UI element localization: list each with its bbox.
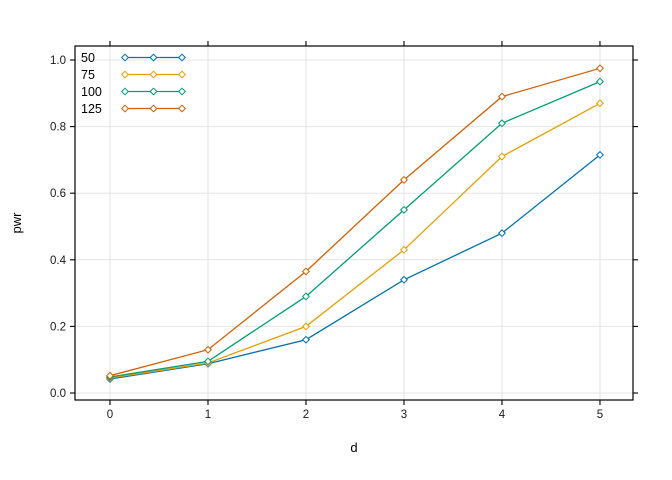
data-point-marker-100 — [203, 357, 212, 366]
x-tick-label: 2 — [303, 409, 309, 421]
data-point-marker-125 — [301, 267, 310, 276]
data-point-marker-100 — [497, 119, 506, 128]
data-point-marker-100 — [399, 205, 408, 214]
legend-marker-100 — [120, 87, 130, 96]
legend-marker-125 — [177, 104, 187, 113]
series-line-75 — [109, 102, 601, 379]
y-tick-label: 0.0 — [50, 388, 66, 400]
data-point-marker-100 — [595, 77, 604, 86]
y-tick-label: 0.6 — [50, 188, 66, 200]
data-point-marker-50 — [301, 335, 310, 344]
y-tick-label: 0.4 — [50, 255, 67, 267]
x-axis-title: d — [350, 440, 358, 455]
legend-label-75: 75 — [81, 68, 95, 82]
y-tick-label: 0.2 — [50, 321, 66, 333]
legend-marker-50 — [177, 53, 187, 62]
plot-border — [74, 45, 634, 401]
legend-marker-100 — [177, 87, 187, 96]
legend-marker-75 — [149, 70, 158, 79]
data-point-marker-50 — [595, 150, 604, 159]
y-axis-title: pwr — [9, 212, 24, 234]
legend-marker-125 — [120, 104, 130, 113]
x-tick-label: 5 — [597, 409, 603, 421]
series-line-125 — [109, 67, 601, 377]
legend-marker-50 — [120, 53, 130, 62]
y-tick-label: 1.0 — [50, 55, 66, 67]
x-tick-label: 0 — [107, 409, 113, 421]
x-tick-label: 3 — [401, 409, 407, 421]
data-point-marker-75 — [301, 322, 310, 331]
legend-marker-50 — [149, 53, 158, 62]
series-line-100 — [109, 81, 601, 378]
data-point-marker-125 — [399, 175, 408, 184]
series-line-50 — [109, 154, 601, 380]
legend-marker-75 — [177, 70, 187, 79]
data-point-marker-50 — [399, 275, 408, 284]
legend-label-125: 125 — [81, 102, 102, 116]
x-tick-label: 4 — [499, 409, 506, 421]
data-point-marker-125 — [595, 64, 604, 73]
data-point-marker-75 — [399, 245, 408, 254]
legend-label-100: 100 — [81, 85, 102, 99]
x-tick-label: 1 — [205, 409, 211, 421]
legend-marker-125 — [149, 104, 158, 113]
data-point-marker-125 — [203, 345, 212, 354]
y-tick-label: 0.8 — [50, 122, 66, 134]
data-point-marker-75 — [595, 99, 604, 108]
data-point-marker-100 — [301, 292, 310, 301]
legend-marker-100 — [149, 87, 158, 96]
data-point-marker-75 — [497, 152, 506, 161]
data-point-marker-125 — [497, 92, 506, 101]
legend-label-50: 50 — [81, 51, 95, 65]
legend-marker-75 — [120, 70, 130, 79]
data-point-marker-50 — [497, 229, 506, 238]
data-point-marker-125 — [105, 371, 114, 380]
